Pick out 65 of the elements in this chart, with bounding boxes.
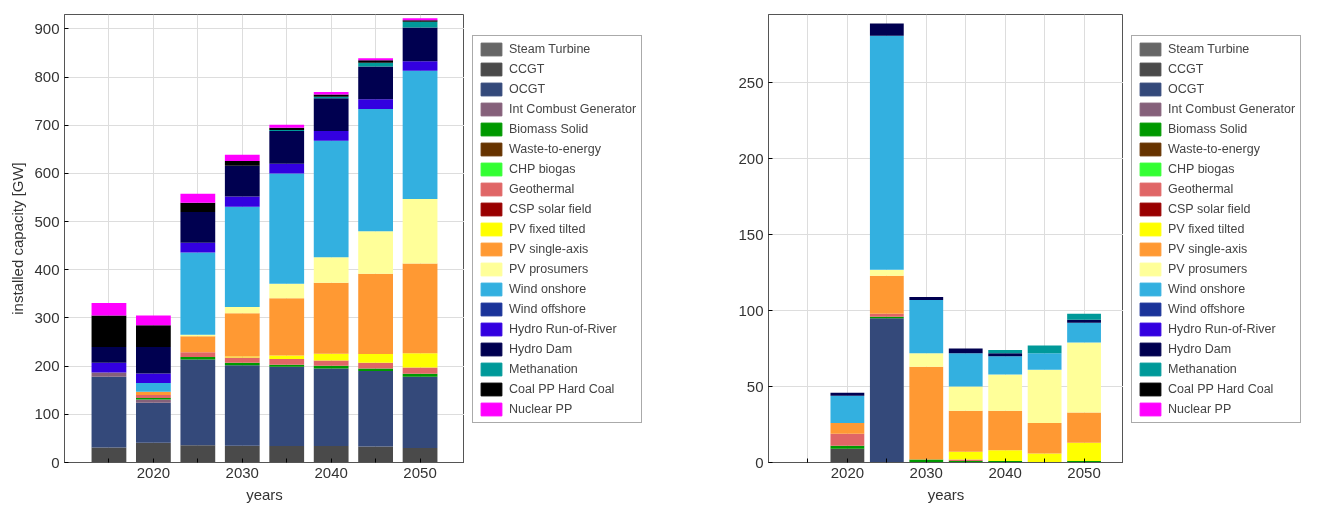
legend-label: Hydro Run-of-River (1168, 321, 1276, 337)
legend-label: Nuclear PP (1168, 401, 1232, 417)
legend-label: Biomass Solid (1168, 121, 1248, 137)
y-tick-label: 200 (738, 149, 764, 167)
y-tick-label: 900 (34, 19, 60, 37)
legend-label: Wind offshore (1168, 301, 1245, 317)
legend-label: Hydro Dam (509, 341, 573, 357)
legend-label: Geothermal (509, 181, 575, 197)
y-tick-label: 50 (746, 377, 764, 395)
x-axis-title: years (927, 485, 965, 503)
y-tick-label: 700 (34, 116, 60, 134)
y-tick-label: 300 (34, 308, 60, 326)
legend-label: CHP biogas (509, 161, 576, 177)
y-tick-label: 100 (738, 301, 764, 319)
legend-label: PV single-axis (1168, 241, 1248, 257)
legend-label: PV single-axis (509, 241, 589, 257)
x-tick-label: 2050 (403, 463, 437, 481)
y-tick-label: 250 (738, 73, 764, 91)
x-tick-label: 2030 (909, 463, 943, 481)
legend-label: CCGT (1168, 61, 1204, 77)
legend-label: OCGT (1168, 81, 1205, 97)
y-tick-label: 800 (34, 68, 60, 86)
legend-label: Biomass Solid (509, 121, 589, 137)
x-tick-label: 2020 (136, 463, 171, 481)
legend-label: Nuclear PP (509, 401, 573, 417)
legend-label: CSP solar field (509, 201, 592, 217)
y-tick-label: 100 (34, 405, 60, 423)
legend-label: Waste-to-energy (1168, 141, 1260, 157)
x-axis-title: years (246, 485, 283, 503)
legend-label: Coal PP Hard Coal (1168, 381, 1274, 397)
legend-label: Wind offshore (509, 301, 586, 317)
legend-label: Waste-to-energy (509, 141, 601, 157)
y-tick-label: 150 (738, 225, 764, 243)
legend-label: Methanation (509, 361, 578, 377)
legend-label: Methanation (1168, 361, 1237, 377)
x-tick-label: 2040 (314, 463, 348, 481)
y-tick-label: 0 (51, 453, 60, 471)
legend-label: Int Combust Generator (509, 101, 637, 117)
legend-label: Steam Turbine (509, 41, 591, 57)
legend-label: OCGT (509, 81, 546, 97)
legend-label: Wind onshore (1168, 281, 1246, 297)
legend-label: CCGT (509, 61, 545, 77)
y-tick-label: 200 (34, 357, 60, 375)
legend-label: CSP solar field (1168, 201, 1251, 217)
legend-label: Coal PP Hard Coal (509, 381, 615, 397)
legend-label: Geothermal (1168, 181, 1234, 197)
legend-label: PV prosumers (509, 261, 589, 277)
legend-label: Steam Turbine (1168, 41, 1250, 57)
x-tick-label: 2030 (225, 463, 259, 481)
legend-label: Wind onshore (509, 281, 587, 297)
x-tick-label: 2040 (988, 463, 1022, 481)
y-tick-label: 400 (34, 260, 60, 278)
legend-label: PV fixed tilted (509, 221, 586, 237)
legend-label: PV fixed tilted (1168, 221, 1245, 237)
y-tick-label: 600 (34, 164, 60, 182)
x-tick-label: 2020 (830, 463, 865, 481)
legend-label: Hydro Run-of-River (509, 321, 617, 337)
y-tick-label: 0 (755, 453, 764, 471)
x-tick-label: 2050 (1067, 463, 1101, 481)
legend-label: CHP biogas (1168, 161, 1235, 177)
legend-label: PV prosumers (1168, 261, 1248, 277)
legend-label: Int Combust Generator (1168, 101, 1296, 117)
y-axis-title: installed capacity [GW] (9, 162, 27, 315)
legend-label: Hydro Dam (1168, 341, 1232, 357)
y-tick-label: 500 (34, 212, 60, 230)
